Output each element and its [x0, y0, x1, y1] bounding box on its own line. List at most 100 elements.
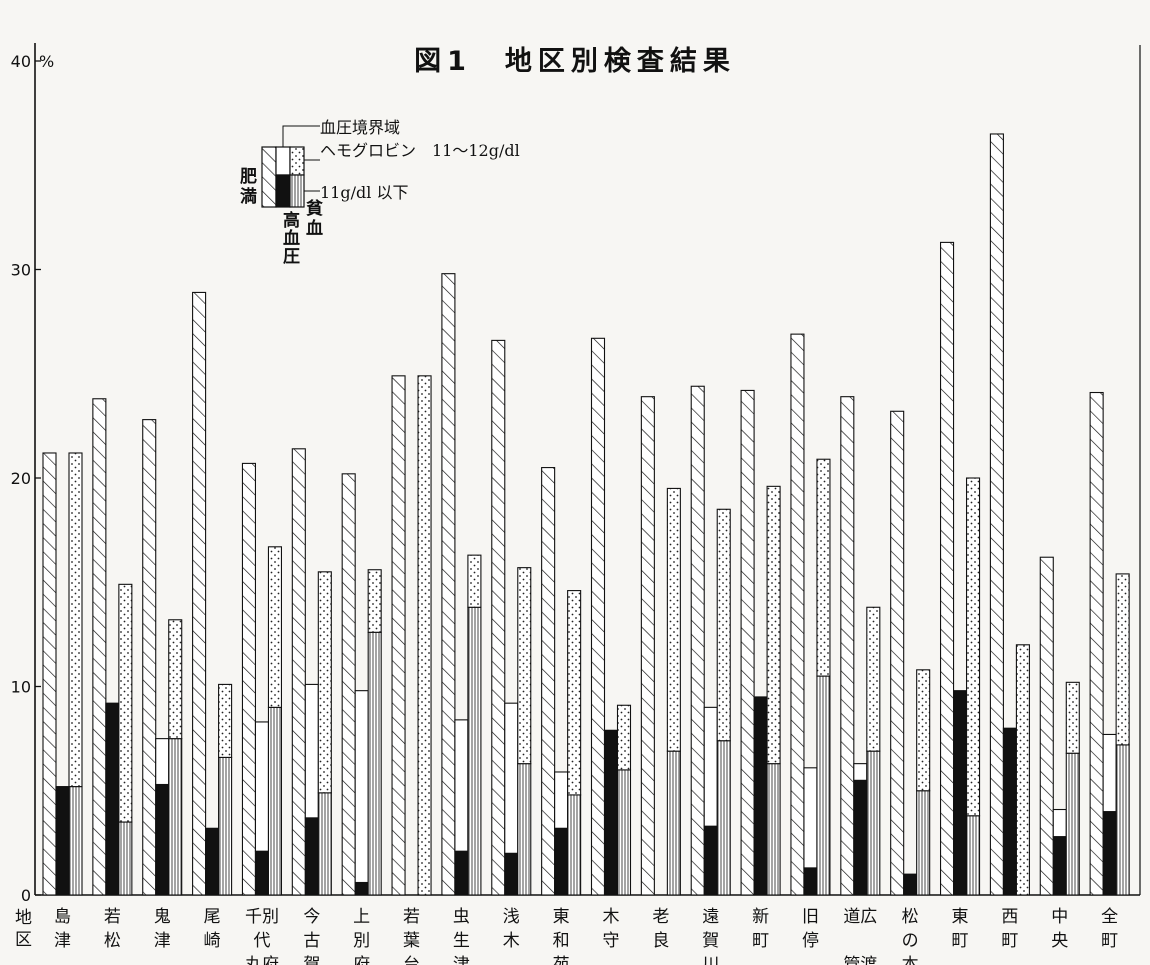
bar-border — [703, 706, 718, 827]
bar-obesity — [391, 375, 406, 896]
category-label: 賀 — [303, 955, 320, 965]
bar-anemia-mild — [68, 452, 83, 788]
category-label: 津 — [453, 955, 470, 965]
y-tick-label: 30 — [11, 261, 31, 280]
bar-hypertension — [454, 850, 469, 896]
bar-border — [853, 763, 868, 781]
category-label: 府 — [353, 955, 370, 965]
legend-obesity-label: 肥満 — [240, 167, 257, 207]
category-label: 老 — [652, 907, 669, 927]
category-label: 町 — [752, 931, 769, 951]
bar-obesity — [840, 396, 855, 896]
category-label: 千別 — [245, 907, 279, 927]
bar-anemia-severe — [916, 790, 931, 896]
category-label: 賀 — [702, 931, 719, 951]
bar-hypertension — [155, 783, 170, 896]
bar-hypertension — [803, 867, 818, 896]
category-label: 津 — [154, 931, 171, 951]
bar-hypertension — [1102, 811, 1117, 896]
bar-anemia-mild — [965, 477, 981, 817]
bar-obesity — [1039, 556, 1054, 896]
bar-anemia-severe — [317, 792, 332, 896]
x-axis-label: 地区 — [15, 908, 32, 950]
category-label: 央 — [1051, 931, 1068, 951]
legend-border-leader — [282, 125, 320, 147]
bar-border — [504, 702, 519, 854]
category-label: 若 — [403, 907, 420, 927]
bar-hypertension — [504, 852, 519, 896]
bar-anemia-severe — [567, 794, 582, 896]
bar-hypertension — [853, 779, 868, 896]
category-label: 本 — [902, 955, 919, 965]
bar-anemia-severe — [816, 675, 831, 896]
bar-hypertension — [554, 827, 569, 896]
category-label: 停 — [802, 931, 819, 951]
bar-obesity — [1089, 391, 1104, 896]
bar-border — [803, 767, 818, 869]
bar-anemia-severe — [267, 706, 283, 896]
category-label: 苑 — [553, 955, 570, 965]
bar-obesity — [441, 273, 456, 896]
category-label: 丸府 — [245, 955, 279, 965]
bar-anemia-mild — [916, 669, 931, 792]
bar-obesity — [740, 389, 755, 896]
legend-border-swatch — [275, 146, 291, 176]
legend-anemia-severe-label: 11g/dl 以下 — [320, 183, 408, 202]
bar-obesity — [241, 462, 257, 896]
bar-anemia-mild — [866, 606, 881, 752]
legend-anemia-mild-swatch — [289, 146, 305, 176]
category-label: 別 — [353, 931, 370, 951]
bar-hypertension — [1052, 836, 1067, 896]
y-unit-label: % — [39, 52, 54, 71]
bar-anemia-severe — [367, 631, 382, 896]
category-label: 浅 — [503, 907, 520, 927]
bar-anemia-severe — [666, 750, 681, 896]
bar-hypertension — [952, 690, 968, 896]
bar-hypertension — [1002, 727, 1017, 896]
category-label: 崎 — [204, 931, 221, 951]
bar-anemia-mild — [168, 619, 183, 740]
bar-border — [554, 771, 569, 829]
category-label: 良 — [652, 931, 669, 951]
bar-anemia-mild — [317, 571, 332, 794]
bar-obesity — [491, 339, 506, 896]
category-label: 道広 — [843, 907, 877, 927]
category-label: 古 — [303, 931, 320, 951]
bar-hypertension — [205, 827, 220, 896]
category-label: の — [902, 931, 919, 951]
bar-hypertension — [55, 786, 70, 896]
bar-anemia-mild — [616, 704, 632, 771]
bar-anemia-severe — [467, 606, 482, 896]
category-label: 木 — [603, 907, 620, 927]
bar-hypertension — [105, 702, 120, 896]
category-label: 代 — [253, 931, 270, 951]
bar-anemia-mild — [716, 508, 731, 742]
category-label: 今 — [303, 907, 320, 927]
bar-anemia-mild — [567, 590, 582, 796]
legend: 血圧境界域 ヘモグロビン 11～12g/dl 11g/dl 以下 肥満 高血圧 … — [240, 118, 520, 267]
bar-obesity — [690, 385, 705, 896]
legend-obesity-swatch — [261, 146, 277, 208]
bar-anemia-severe — [517, 763, 532, 896]
bar-anemia-severe — [118, 821, 133, 896]
category-label: 台 — [403, 955, 420, 965]
bar-anemia-severe — [766, 763, 781, 896]
category-label: 木 — [503, 931, 520, 951]
legend-anemia-mild-label: ヘモグロビン 11～12g/dl — [320, 141, 520, 160]
category-label: 町 — [1001, 931, 1018, 951]
legend-anemia-severe-swatch — [289, 174, 305, 208]
bar-border — [1102, 733, 1117, 813]
y-tick-label: 10 — [11, 678, 31, 697]
bar-obesity — [541, 467, 556, 896]
bar-hypertension — [603, 729, 619, 896]
bar-anemia-severe — [716, 740, 731, 896]
bar-border — [254, 721, 270, 852]
category-label: 津 — [54, 931, 71, 951]
bar-hypertension — [304, 817, 319, 896]
bar-anemia-severe — [1065, 752, 1080, 896]
bar-anemia-mild — [267, 546, 283, 708]
bar-obesity — [192, 291, 207, 896]
bar-anemia-severe — [965, 815, 981, 896]
category-label: 和 — [553, 931, 570, 951]
